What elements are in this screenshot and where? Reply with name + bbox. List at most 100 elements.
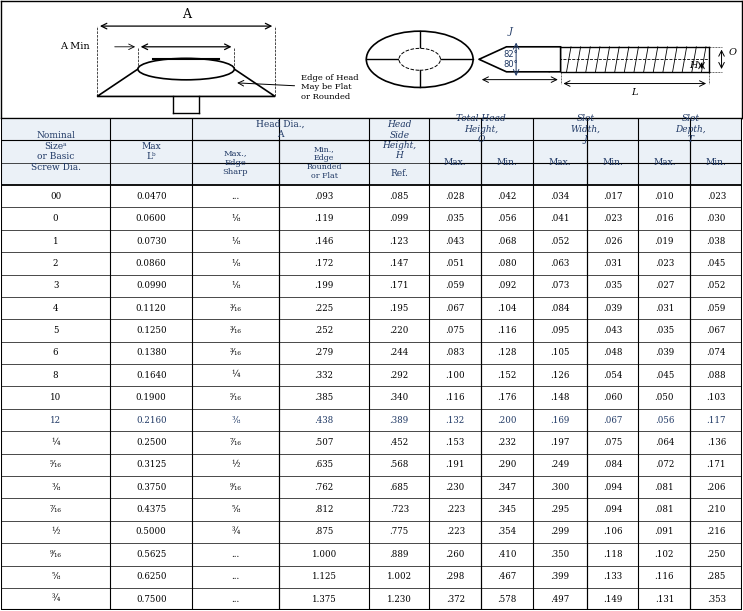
Text: ⁹⁄₁₆: ⁹⁄₁₆ — [230, 483, 241, 492]
Text: .347: .347 — [498, 483, 517, 492]
Text: .016: .016 — [655, 214, 674, 223]
Text: A Min: A Min — [60, 42, 90, 51]
Text: .075: .075 — [446, 326, 465, 335]
Text: .399: .399 — [551, 573, 569, 581]
Text: A: A — [181, 9, 191, 21]
Text: .762: .762 — [314, 483, 334, 492]
Text: .092: .092 — [498, 281, 517, 290]
Text: .300: .300 — [550, 483, 570, 492]
Text: Max.: Max. — [653, 158, 675, 167]
Text: .131: .131 — [655, 595, 674, 604]
Text: 0.3125: 0.3125 — [136, 460, 166, 469]
Text: .084: .084 — [603, 460, 623, 469]
Text: .035: .035 — [446, 214, 465, 223]
Text: .197: .197 — [550, 438, 570, 447]
Text: .410: .410 — [498, 550, 517, 559]
Text: 0.3750: 0.3750 — [136, 483, 166, 492]
Text: .452: .452 — [389, 438, 409, 447]
Text: .056: .056 — [498, 214, 517, 223]
Text: .074: .074 — [707, 348, 726, 357]
Text: J: J — [508, 27, 512, 36]
Text: .249: .249 — [551, 460, 569, 469]
Text: ⅛: ⅛ — [231, 281, 239, 290]
Text: Total Head
Height,
O: Total Head Height, O — [456, 114, 506, 144]
Text: ⅛: ⅛ — [231, 214, 239, 223]
Text: .389: .389 — [389, 415, 409, 425]
Text: .290: .290 — [498, 460, 517, 469]
Text: .345: .345 — [498, 505, 517, 514]
Text: ...: ... — [231, 192, 239, 201]
Ellipse shape — [138, 58, 234, 80]
Text: .084: .084 — [550, 304, 570, 313]
Text: .147: .147 — [389, 259, 409, 268]
Text: Slot
Depth,
T: Slot Depth, T — [675, 114, 706, 144]
Text: .075: .075 — [603, 438, 622, 447]
Text: .354: .354 — [498, 527, 517, 536]
Text: .088: .088 — [707, 371, 726, 380]
Text: .223: .223 — [446, 527, 465, 536]
Text: 1.125: 1.125 — [311, 573, 337, 581]
Text: .048: .048 — [603, 348, 623, 357]
Text: .385: .385 — [314, 393, 334, 402]
Text: .010: .010 — [655, 192, 674, 201]
Text: .030: .030 — [707, 214, 726, 223]
Text: Min.: Min. — [706, 158, 727, 167]
Text: Head Dia.,
A: Head Dia., A — [256, 119, 305, 139]
Text: .085: .085 — [389, 192, 409, 201]
Text: .035: .035 — [603, 281, 622, 290]
Text: .054: .054 — [603, 371, 622, 380]
Text: .723: .723 — [390, 505, 409, 514]
Text: .353: .353 — [707, 595, 726, 604]
Text: .035: .035 — [655, 326, 674, 335]
Text: .116: .116 — [498, 326, 517, 335]
Text: .285: .285 — [707, 573, 726, 581]
Text: .080: .080 — [497, 259, 517, 268]
Text: .298: .298 — [446, 573, 465, 581]
Text: 00: 00 — [50, 192, 61, 201]
Text: 3: 3 — [53, 281, 58, 290]
Text: .017: .017 — [603, 192, 623, 201]
Text: .340: .340 — [389, 393, 409, 402]
Text: .206: .206 — [707, 483, 726, 492]
Text: 0.6250: 0.6250 — [136, 573, 166, 581]
Text: 0.1900: 0.1900 — [136, 393, 166, 402]
Text: .223: .223 — [446, 505, 465, 514]
Text: Head
Side
Height,
H: Head Side Height, H — [382, 120, 416, 161]
Text: 82°: 82° — [504, 50, 519, 59]
Text: ⁵⁄₁₆: ⁵⁄₁₆ — [230, 393, 241, 402]
Text: .052: .052 — [550, 236, 570, 246]
Text: ⁵⁄₁₆: ⁵⁄₁₆ — [50, 460, 62, 469]
Text: .279: .279 — [314, 348, 334, 357]
Text: 10: 10 — [50, 393, 61, 402]
Text: .132: .132 — [446, 415, 465, 425]
Text: .332: .332 — [314, 371, 334, 380]
Text: .102: .102 — [655, 550, 674, 559]
Text: .152: .152 — [498, 371, 517, 380]
Text: .050: .050 — [655, 393, 674, 402]
Text: .068: .068 — [498, 236, 517, 246]
Text: .094: .094 — [603, 505, 622, 514]
Text: .060: .060 — [603, 393, 623, 402]
Text: .042: .042 — [498, 192, 517, 201]
Text: 0.1640: 0.1640 — [136, 371, 166, 380]
Text: ...: ... — [231, 573, 239, 581]
Text: .067: .067 — [603, 415, 622, 425]
Text: ⅜: ⅜ — [51, 483, 59, 492]
Text: .026: .026 — [603, 236, 622, 246]
Text: .171: .171 — [707, 460, 726, 469]
Text: .775: .775 — [389, 527, 409, 536]
Text: .091: .091 — [655, 527, 674, 536]
Text: 0.1120: 0.1120 — [136, 304, 166, 313]
Text: Min.: Min. — [602, 158, 623, 167]
Text: .118: .118 — [603, 550, 623, 559]
Text: .023: .023 — [707, 192, 726, 201]
Text: .812: .812 — [314, 505, 334, 514]
Text: .210: .210 — [707, 505, 726, 514]
Text: H: H — [690, 61, 698, 70]
Text: .100: .100 — [446, 371, 465, 380]
Text: .507: .507 — [314, 438, 334, 447]
Text: .039: .039 — [655, 348, 674, 357]
Text: ³⁄₁₆: ³⁄₁₆ — [230, 304, 241, 313]
Text: .176: .176 — [498, 393, 517, 402]
Text: 0.1250: 0.1250 — [136, 326, 166, 335]
